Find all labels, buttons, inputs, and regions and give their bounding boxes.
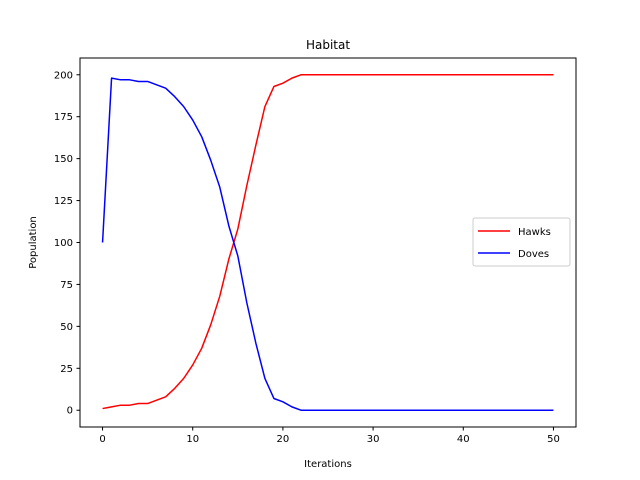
legend-box [472, 217, 571, 267]
x-tick-label: 50 [547, 434, 560, 445]
x-axis: 0 10 20 30 40 50 [99, 427, 560, 445]
y-tick-label: 75 [60, 280, 73, 291]
x-tick-label: 30 [367, 434, 380, 445]
y-axis: 0 25 50 75 100 125 150 175 200 [54, 70, 80, 417]
y-axis-label: Population [28, 216, 39, 269]
y-tick-label: 125 [54, 196, 73, 207]
legend-label-hawks: Hawks [518, 227, 551, 238]
x-tick-label: 20 [277, 434, 290, 445]
y-tick-label: 0 [67, 406, 73, 417]
x-tick-label: 0 [99, 434, 105, 445]
y-tick-label: 25 [60, 364, 73, 375]
y-tick-label: 175 [54, 112, 73, 123]
y-tick-label: 50 [60, 322, 73, 333]
series-layer [101, 74, 554, 411]
y-tick-label: 150 [54, 154, 73, 165]
x-tick-label: 40 [457, 434, 470, 445]
series-line-hawks [102, 74, 554, 410]
x-axis-label: Iterations [304, 459, 352, 470]
chart-title: Habitat [306, 38, 350, 52]
x-tick-label: 10 [186, 434, 199, 445]
y-tick-label: 200 [54, 70, 73, 81]
legend-label-doves: Doves [518, 249, 549, 260]
series-line-doves [101, 77, 554, 411]
y-tick-label: 100 [54, 238, 73, 249]
legend: Hawks Doves [472, 217, 571, 267]
